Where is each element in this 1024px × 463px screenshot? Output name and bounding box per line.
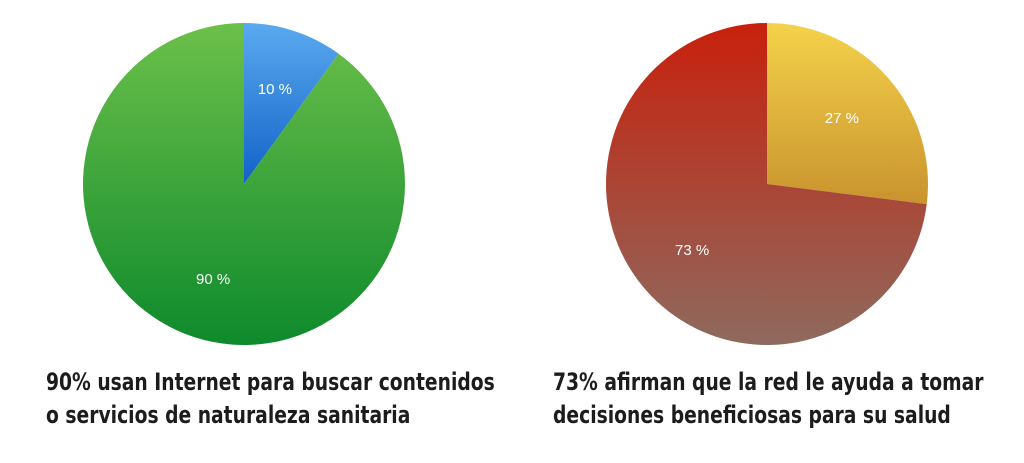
slice-internet-users-minority-label: 10 % <box>258 81 292 98</box>
caption-line-2: o servicios de naturaleza sanitaria <box>46 401 411 429</box>
caption-line-1: 90% usan Internet para buscar contenidos <box>46 368 495 396</box>
slice-health-decisions-minority <box>767 23 928 205</box>
pie-chart-health-decisions: 27 % 73 % <box>606 23 928 345</box>
slice-internet-users-majority <box>82 23 405 346</box>
slice-health-decisions-majority-label: 73 % <box>675 242 709 259</box>
slice-health-decisions-majority <box>606 23 927 345</box>
slice-internet-users-minority <box>244 23 339 184</box>
caption-line-1: 73% afirman que la red le ayuda a tomar <box>553 368 984 396</box>
caption-health-decisions: 73% afirman que la red le ayuda a tomar … <box>553 366 983 432</box>
caption-line-2: decisiones beneficiosas para su salud <box>553 401 951 429</box>
caption-internet-use: 90% usan Internet para buscar contenidos… <box>46 366 495 432</box>
chart-health-decisions: 27 % 73 % 73% afirman que la red le ayuda… <box>512 0 1024 463</box>
pie-chart-internet-use: 10 % 90 % <box>82 23 405 346</box>
slice-internet-users-majority-label: 90 % <box>196 271 230 288</box>
slice-health-decisions-minority-label: 27 % <box>825 110 859 127</box>
chart-internet-use: 10 % 90 % 90% usan Internet para buscar c… <box>46 23 495 432</box>
